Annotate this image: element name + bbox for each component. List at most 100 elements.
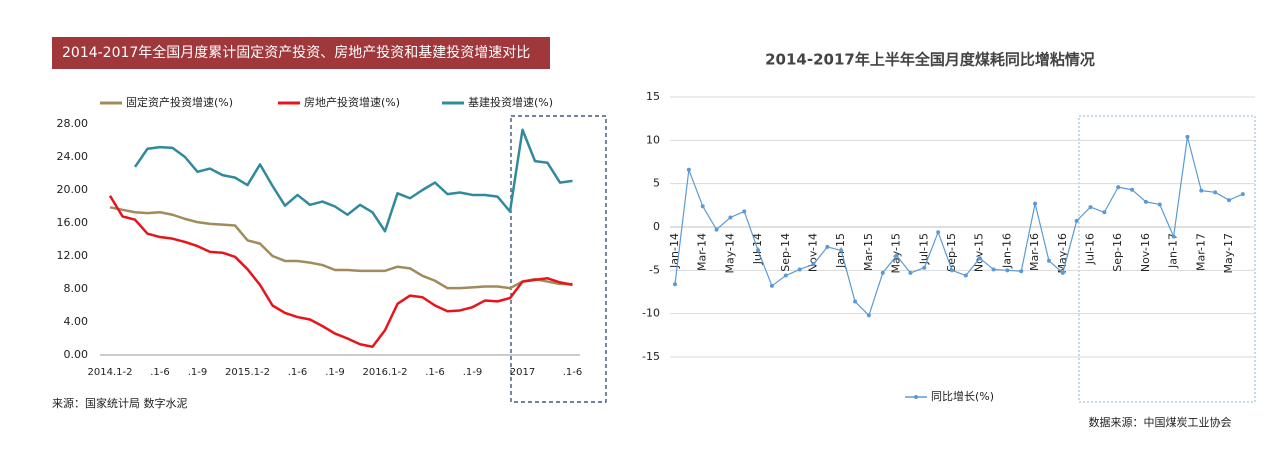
series-line [109,206,573,290]
y-tick-label: 8.00 [64,282,89,295]
data-point [1171,234,1176,239]
x-tick-label: Jan-16 [1000,233,1013,269]
x-tick-label: .1-9 [463,367,483,378]
x-tick-label: Mar-16 [1028,233,1041,271]
data-point [1199,188,1204,193]
x-tick-label: .1-9 [325,367,345,378]
data-point [1185,134,1190,139]
highlight-box [510,115,607,403]
data-point [825,244,830,249]
data-point [1227,198,1231,203]
y-tick-label: 16.00 [57,216,89,229]
x-tick-label: Sep-15 [945,233,958,272]
y-tick-label: 24.00 [57,150,89,163]
x-tick-label: May-16 [1056,233,1069,274]
source: 数据来源：中国煤炭工业协会 [1089,415,1232,429]
data-point [714,227,719,232]
x-tick-label: 2017 [510,367,535,378]
data-point [756,248,761,253]
y-tick-label: 5 [653,177,660,190]
x-tick-label: Nov-16 [1139,233,1152,272]
data-point [1102,210,1107,215]
y-tick-label: 15 [646,90,660,103]
data-point [1240,192,1245,197]
data-point [1088,205,1093,210]
data-point [950,268,954,273]
x-tick-label: .1-6 [563,367,583,378]
x-tick-label: Mar-15 [862,233,875,271]
highlight-box [1078,115,1256,403]
data-point [1005,268,1010,273]
series-line [108,195,573,348]
x-tick-label: May-14 [723,233,736,274]
x-tick-label: Sep-16 [1111,233,1124,272]
data-point [700,204,705,209]
data-point [936,230,941,235]
y-tick-label: 28.00 [57,117,89,130]
data-point [1060,270,1065,275]
data-point [1074,218,1079,223]
y-tick-label: -15 [642,350,660,363]
legend-label: 固定资产投资增速(%) [126,95,233,109]
x-tick-label: Nov-14 [807,233,820,272]
y-tick-label: 12.00 [57,249,89,262]
data-point [1046,258,1051,263]
y-tick-label: 4.00 [64,315,89,328]
legend-marker [914,395,918,399]
y-tick-label: -10 [642,307,660,320]
source: 来源：国家统计局 数字水泥 [52,396,188,410]
chart-title: 2014-2017年上半年全国月度煤耗同比增粘情况 [765,51,1095,69]
data-point [769,283,774,288]
data-point [797,267,802,272]
data-point [894,253,899,258]
data-point [1019,269,1024,274]
title-banner [52,37,550,69]
data-point [673,282,677,287]
data-point [1033,201,1038,206]
data-point [728,215,733,220]
x-tick-label: May-17 [1222,233,1235,274]
x-tick-label: Jul-15 [917,233,930,265]
x-tick-label: .1-9 [188,367,208,378]
y-tick-label: 0 [653,220,660,233]
data-point [853,299,858,304]
x-tick-label: Mar-17 [1194,233,1207,271]
legend-label: 房地产投资增速(%) [304,95,400,109]
x-tick-label: Jan-17 [1167,233,1180,269]
x-tick-label: .1-6 [425,367,445,378]
x-tick-label: 2015.1-2 [225,367,270,378]
legend-label: 同比增长(%) [931,389,994,403]
x-tick-label: Mar-14 [696,233,709,271]
y-tick-label: 20.00 [57,183,89,196]
x-tick-label: 2016.1-2 [363,367,408,378]
y-tick-label: 0.00 [64,348,89,361]
x-tick-label: Jul-16 [1084,233,1097,265]
series-line [674,136,1244,316]
data-point [1116,185,1121,190]
y-tick-label: -5 [649,263,660,276]
x-tick-label: Sep-14 [779,233,792,272]
x-tick-label: May-15 [890,233,903,274]
data-point [1213,190,1218,195]
data-point [783,273,788,278]
x-tick-label: .1-6 [288,367,308,378]
data-point [839,248,844,253]
x-tick-label: 2014.1-2 [88,367,133,378]
data-point [866,313,871,318]
data-point [977,256,982,261]
data-point [908,270,913,275]
data-point [963,273,968,278]
y-tick-label: 10 [646,133,660,146]
data-point [991,267,996,272]
data-point [880,270,885,275]
data-point [1143,199,1148,204]
data-point [686,167,691,172]
data-point [1130,187,1135,192]
x-tick-label: Nov-15 [973,233,986,272]
data-point [811,262,816,267]
data-point [922,265,927,270]
legend-label: 基建投资增速(%) [468,95,553,109]
data-point [1157,202,1162,207]
chart-title: 2014-2017年全国月度累计固定资产投资、房地产投资和基建投资增速对比 [62,44,530,61]
